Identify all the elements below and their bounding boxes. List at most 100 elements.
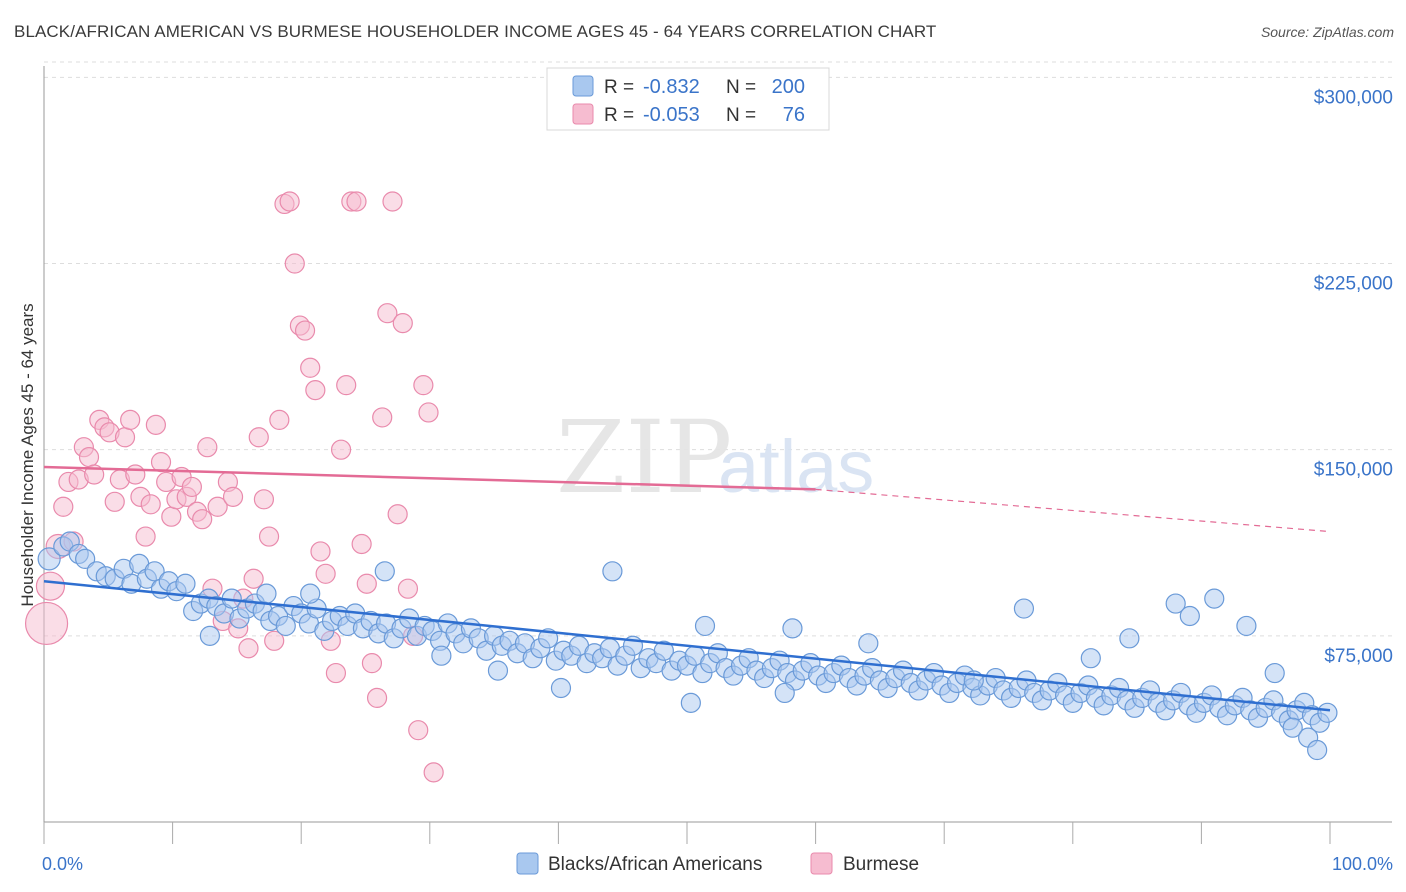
legend-bottom-label-burmese: Burmese [843,854,919,875]
burmese-point [140,494,161,515]
burmese-point [269,409,290,431]
source-label: Source: ZipAtlas.com [1260,24,1394,40]
blacks-point [782,618,803,639]
burmese-point [413,375,434,396]
blacks-point [602,561,623,582]
watermark-zip: ZIP [556,399,732,516]
legend-n-value: 200 [772,76,805,98]
burmese-point [382,191,403,212]
burmese-point [294,320,316,341]
burmese-point [315,563,336,584]
burmese-point [120,409,141,431]
chart-title: BLACK/AFRICAN AMERICAN VS BURMESE HOUSEH… [14,22,937,41]
legend-n-label: N = [726,77,756,98]
burmese-point [53,496,74,517]
legend-box [546,67,830,131]
burmese-point [300,357,321,378]
burmese-point [392,313,413,334]
y-tick-label: $150,000 [1314,460,1393,481]
legend-r-value: -0.832 [643,76,700,98]
burmese-point [253,489,275,510]
burmese-point [114,427,136,448]
blacks-point [75,548,96,569]
blacks-point [256,583,277,604]
axes: $75,000 $150,000 $225,000 $300,000 0.0% 100.0… [42,66,1393,874]
legend-r-value: -0.053 [643,104,700,126]
blacks-point [275,615,296,637]
gridlines [44,61,1392,637]
burmese-point [135,526,156,547]
burmese-point [408,720,429,741]
blacks-trend-line [43,579,1331,712]
blacks-point [1264,662,1285,684]
blacks-point [538,628,559,649]
burmese-point [284,253,305,274]
burmese-point [197,437,218,458]
watermark: ZIP atlas [556,399,874,516]
blacks-point [175,573,196,594]
burmese-point [238,638,259,659]
y-tick-label: $75,000 [1324,646,1393,667]
blacks-point [374,561,395,582]
legend-bottom-swatch-burmese [810,852,833,875]
burmese-point [351,533,372,555]
blacks-point [1179,605,1200,627]
burmese-point [35,571,66,601]
legend-bottom-label-blacks: Blacks/African Americans [548,854,762,875]
burmese-point [346,191,367,212]
burmese-point [330,439,352,460]
burmese-point [78,447,100,468]
burmese-trend-line [43,465,816,491]
burmese-point [207,496,228,517]
burmese-point [248,427,269,448]
burmese-trend-extension [815,488,1331,533]
legend-bottom-swatch-blacks [516,852,539,875]
burmese-point [104,491,125,512]
blacks-point [1282,717,1303,738]
blacks-point [431,645,452,666]
correlation-legend: R = -0.832 N = 200 R = -0.053 N = 76 [546,67,830,131]
burmese-point [181,476,202,498]
burmese-point [161,506,182,527]
burmese-point [24,601,69,646]
burmese-point [423,762,444,783]
y-tick-label: $225,000 [1314,274,1393,295]
burmese-point [192,509,213,530]
burmese-point [366,687,388,708]
burmese-point [150,451,172,473]
blacks-point [694,615,716,637]
blacks-point [300,583,321,604]
legend-n-label: N = [726,105,756,126]
blacks-point [1307,739,1328,761]
burmese-point [356,573,377,594]
legend-r-label: R = [604,105,634,126]
burmese-point [372,407,393,428]
blacks-point [653,640,674,661]
burmese-point [325,662,347,684]
blacks-point [774,682,795,704]
burmese-point [397,578,419,599]
y-tick-label: $300,000 [1314,87,1393,108]
burmese-points [24,191,444,783]
blacks-point [1317,702,1338,723]
burmese-point [310,541,331,562]
x-tick-label-max: 100.0% [1332,854,1393,874]
blacks-point [144,561,165,582]
burmese-point [361,653,383,674]
blacks-point [550,677,572,699]
burmese-point [336,375,357,396]
blacks-point [1080,648,1101,669]
blacks-points [37,531,1338,761]
burmese-point [264,630,285,651]
blacks-point [1013,598,1035,619]
legend-swatch-blacks [572,75,594,97]
burmese-point [377,303,398,324]
burmese-point [418,402,439,423]
burmese-point [125,464,146,485]
burmese-point [243,568,264,589]
blacks-point [1204,588,1225,609]
watermark-atlas: atlas [718,425,874,508]
burmese-point [222,486,244,507]
series-legend: Blacks/African Americans Burmese [516,852,919,875]
